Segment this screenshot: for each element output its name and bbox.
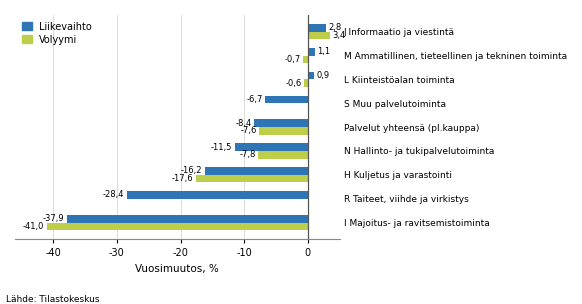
Bar xyxy=(235,143,308,151)
Bar xyxy=(308,72,314,79)
Bar xyxy=(47,223,308,230)
Text: -28,4: -28,4 xyxy=(103,190,125,199)
Text: 2,8: 2,8 xyxy=(328,23,342,33)
Text: -41,0: -41,0 xyxy=(23,222,44,231)
Text: -17,6: -17,6 xyxy=(172,174,193,183)
Bar xyxy=(308,32,329,39)
Bar xyxy=(308,48,315,56)
Text: -16,2: -16,2 xyxy=(180,167,202,175)
Bar xyxy=(260,127,308,135)
X-axis label: Vuosimuutos, %: Vuosimuutos, % xyxy=(136,264,219,274)
Text: -0,6: -0,6 xyxy=(285,79,301,88)
Bar xyxy=(265,96,308,103)
Bar xyxy=(254,119,308,127)
Bar xyxy=(66,215,308,223)
Bar xyxy=(205,167,308,175)
Text: -37,9: -37,9 xyxy=(42,214,64,223)
Text: 1,1: 1,1 xyxy=(317,47,331,56)
Text: -7,8: -7,8 xyxy=(239,150,255,159)
Bar xyxy=(308,24,326,32)
Text: -11,5: -11,5 xyxy=(211,143,232,152)
Bar xyxy=(304,79,308,87)
Text: -7,6: -7,6 xyxy=(240,126,257,135)
Text: 0,9: 0,9 xyxy=(316,71,329,80)
Text: -6,7: -6,7 xyxy=(246,95,262,104)
Bar xyxy=(196,175,308,182)
Legend: Liikevaihto, Volyymi: Liikevaihto, Volyymi xyxy=(18,18,96,49)
Bar xyxy=(127,191,308,199)
Bar xyxy=(258,151,308,159)
Text: -8,4: -8,4 xyxy=(236,119,252,128)
Text: 3,4: 3,4 xyxy=(332,31,345,40)
Text: Lähde: Tilastokeskus: Lähde: Tilastokeskus xyxy=(6,295,100,304)
Text: -0,7: -0,7 xyxy=(285,55,301,64)
Bar xyxy=(303,56,308,63)
